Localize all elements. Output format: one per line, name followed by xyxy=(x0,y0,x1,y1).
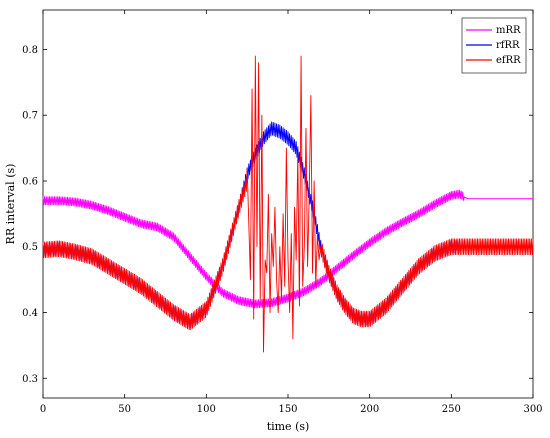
series-line-efrr xyxy=(42,55,534,353)
x-axis-label: time (s) xyxy=(267,420,310,433)
y-tick-label: 0.8 xyxy=(22,45,38,56)
x-tick-label: 50 xyxy=(118,404,131,415)
x-tick-label: 250 xyxy=(442,404,461,415)
series-line-mrr xyxy=(42,189,533,309)
y-tick-label: 0.6 xyxy=(22,176,38,187)
legend-label-rfrr: rfRR xyxy=(496,40,520,51)
plot-area xyxy=(42,9,534,399)
series-layer xyxy=(42,55,534,353)
x-tick-label: 0 xyxy=(40,404,46,415)
x-tick-label: 200 xyxy=(360,404,379,415)
y-tick-label: 0.3 xyxy=(22,374,38,385)
x-tick-label: 100 xyxy=(197,404,216,415)
x-tick-label: 150 xyxy=(278,404,297,415)
x-tick-label: 300 xyxy=(523,404,542,415)
y-tick-label: 0.7 xyxy=(22,111,38,122)
y-axis-label: RR interval (s) xyxy=(4,164,17,245)
x-axis-ticks: 0 50 100 150 200 250 300 xyxy=(40,10,543,415)
legend: mRR rfRR efRR xyxy=(461,17,527,74)
legend-label-efrr: efRR xyxy=(496,55,521,66)
y-tick-label: 0.4 xyxy=(22,308,38,319)
y-tick-label: 0.5 xyxy=(22,242,38,253)
legend-label-mrr: mRR xyxy=(496,25,521,36)
